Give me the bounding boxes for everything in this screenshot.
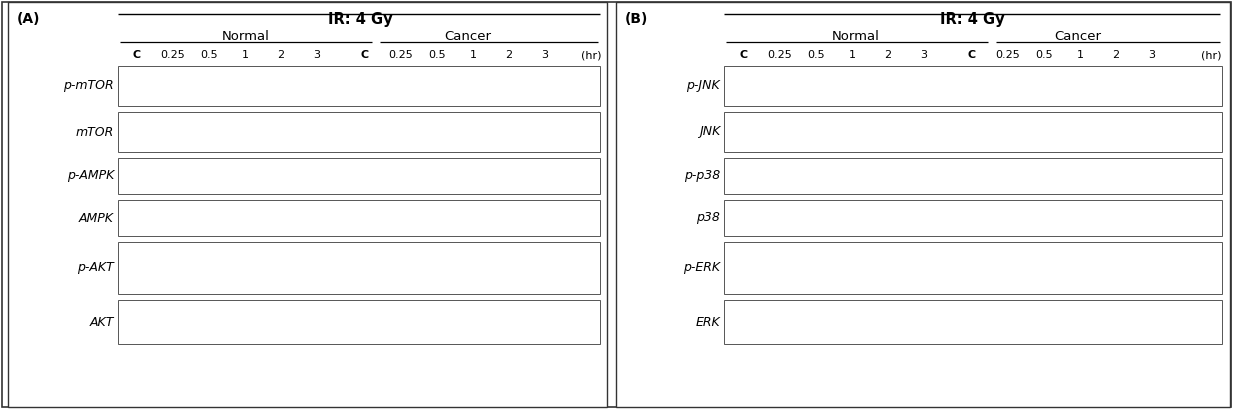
Bar [724, 200, 1222, 236]
Text: 0.25: 0.25 [388, 50, 413, 60]
Text: 1: 1 [1076, 50, 1084, 60]
Text: Cancer: Cancer [445, 30, 492, 43]
Text: p-p38: p-p38 [684, 169, 720, 182]
Text: 2: 2 [1112, 50, 1120, 60]
Text: 1: 1 [242, 50, 249, 60]
Bar [118, 112, 600, 152]
Text: mTOR: mTOR [75, 126, 113, 139]
Bar [118, 300, 600, 344]
Bar [724, 300, 1222, 344]
Text: p-AMPK: p-AMPK [67, 169, 113, 182]
Text: IR: 4 Gy: IR: 4 Gy [328, 12, 392, 27]
Text: Normal: Normal [832, 30, 880, 43]
Text: C: C [133, 50, 141, 60]
Text: (hr): (hr) [582, 50, 602, 60]
Text: 0.25: 0.25 [768, 50, 793, 60]
Text: p-AKT: p-AKT [78, 261, 113, 274]
Text: ERK: ERK [695, 315, 720, 328]
Text: p-JNK: p-JNK [687, 79, 720, 92]
Text: (hr): (hr) [1201, 50, 1222, 60]
Text: IR: 4 Gy: IR: 4 Gy [940, 12, 1005, 27]
Text: Normal: Normal [222, 30, 270, 43]
Bar [724, 112, 1222, 152]
Bar [616, 2, 1231, 407]
Bar [118, 66, 600, 106]
Bar [724, 242, 1222, 294]
Text: 2: 2 [277, 50, 285, 60]
Text: 2: 2 [884, 50, 891, 60]
Text: 0.25: 0.25 [160, 50, 185, 60]
Text: 3: 3 [541, 50, 549, 60]
Text: C: C [361, 50, 369, 60]
Text: 0.5: 0.5 [428, 50, 446, 60]
Text: 2: 2 [506, 50, 513, 60]
Text: JNK: JNK [699, 126, 720, 139]
Text: 0.5: 0.5 [200, 50, 218, 60]
Text: 0.5: 0.5 [1036, 50, 1053, 60]
Text: p38: p38 [697, 211, 720, 225]
Text: p-mTOR: p-mTOR [63, 79, 113, 92]
Text: AKT: AKT [90, 315, 113, 328]
Text: 0.5: 0.5 [808, 50, 825, 60]
Bar [118, 158, 600, 194]
Text: 0.25: 0.25 [995, 50, 1021, 60]
Text: 1: 1 [470, 50, 476, 60]
Text: 3: 3 [921, 50, 927, 60]
Text: (A): (A) [17, 12, 41, 26]
Text: Cancer: Cancer [1054, 30, 1101, 43]
Text: 1: 1 [848, 50, 856, 60]
Bar [118, 200, 600, 236]
Text: AMPK: AMPK [79, 211, 113, 225]
Text: 3: 3 [313, 50, 321, 60]
Text: (B): (B) [625, 12, 649, 26]
Text: C: C [968, 50, 977, 60]
Text: C: C [740, 50, 748, 60]
Bar [118, 242, 600, 294]
Bar [7, 2, 607, 407]
Text: 3: 3 [1148, 50, 1155, 60]
Bar [724, 66, 1222, 106]
Text: p-ERK: p-ERK [683, 261, 720, 274]
Bar [724, 158, 1222, 194]
